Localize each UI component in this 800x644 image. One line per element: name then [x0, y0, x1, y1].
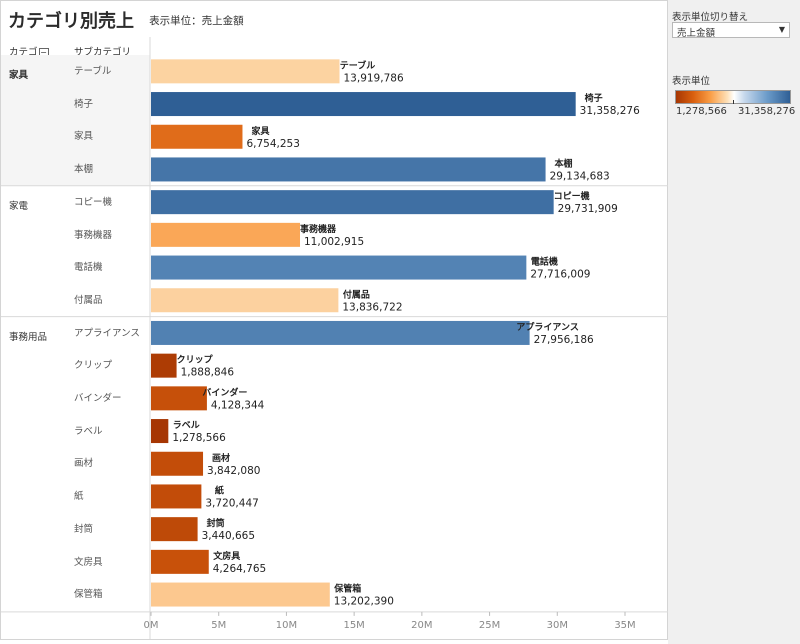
bar [151, 517, 198, 542]
bar-name-label: 椅子 [585, 92, 603, 104]
bar-name-label: 封筒 [207, 517, 225, 529]
bar [151, 419, 169, 444]
bar-value-label: 1,278,566 [172, 432, 226, 444]
chevron-down-icon: ▼ [778, 25, 785, 34]
subcategory-label: 椅子 [74, 98, 94, 110]
x-tick-label: 35M [614, 620, 635, 631]
bar-value-label: 31,358,276 [580, 105, 640, 117]
category-label: 家電 [9, 200, 29, 212]
bar-value-label: 27,956,186 [534, 334, 594, 346]
category-label: 家具 [9, 70, 29, 81]
bar-name-label: クリップ [177, 354, 214, 366]
bar-chart: テーブル13,919,786椅子31,358,276家具6,754,253本棚2… [1, 37, 668, 639]
bar [151, 288, 339, 313]
subcategory-label: 紙 [74, 491, 84, 503]
bar [151, 320, 530, 345]
x-tick-label: 15M [343, 620, 364, 631]
subcategory-label: 保管箱 [74, 589, 103, 601]
subcategory-label: 事務機器 [74, 229, 113, 241]
category-highlight [1, 55, 150, 186]
subcategory-label: 画材 [74, 458, 94, 470]
subcategory-label: アプライアンス [74, 327, 140, 339]
subcategory-label: 封筒 [74, 523, 94, 535]
bar-name-label: 本棚 [555, 157, 573, 169]
x-tick-label: 0M [144, 620, 159, 631]
category-label: 事務用品 [9, 331, 48, 343]
subcategory-label: 本棚 [74, 164, 94, 176]
bar [151, 386, 207, 411]
switch-label: 表示単位切り替え [672, 12, 749, 23]
bar [151, 190, 554, 215]
bar-name-label: 付属品 [343, 288, 370, 300]
bar [151, 484, 202, 509]
bar-name-label: 画材 [212, 452, 230, 464]
chart-title-bar: カテゴリ別売上 表示単位：売上金額 [8, 7, 244, 33]
bar [151, 157, 546, 182]
bar-value-label: 13,836,722 [342, 301, 402, 313]
bar-value-label: 3,720,447 [205, 497, 258, 509]
bar-value-label: 29,731,909 [558, 203, 618, 215]
subcategory-label: クリップ [74, 360, 113, 372]
bar-value-label: 6,754,253 [246, 138, 299, 150]
bar-name-label: 保管箱 [333, 583, 361, 595]
bar-value-label: 4,264,765 [213, 563, 266, 575]
x-tick-label: 20M [411, 620, 432, 631]
chart-panel: カテゴリ別売上 表示単位：売上金額 カテゴ − サブカテゴリ 家具 テーブル 椅子 家具… [0, 0, 668, 640]
side-panel [668, 0, 800, 644]
bar [151, 353, 177, 378]
bar-name-label: ラベル [173, 420, 200, 431]
bar-name-label: バインダー [202, 386, 247, 398]
bar-name-label: 電話機 [531, 256, 558, 268]
bar-name-label: コピー機 [554, 190, 590, 202]
bar-name-label: 家具 [251, 125, 269, 137]
bar-name-label: 文房具 [212, 550, 240, 562]
page-subtitle: 表示単位：売上金額 [149, 14, 244, 27]
bar-name-label: アプライアンス [516, 321, 578, 333]
subcategory-label: テーブル [74, 66, 112, 77]
bar-name-label: 事務機器 [300, 223, 337, 235]
bar [151, 222, 301, 247]
bar [151, 92, 576, 117]
subcategory-label: 家具 [74, 131, 94, 143]
legend-title: 表示単位 [672, 76, 711, 87]
subcategory-label: ラベル [74, 425, 103, 437]
bar [151, 124, 243, 149]
dropdown-value: 売上金額 [677, 28, 716, 39]
subcategory-label: コピー機 [74, 196, 113, 208]
subcategory-header: サブカテゴリ [74, 47, 132, 58]
x-tick-label: 30M [547, 620, 568, 631]
subcategory-label: 文房具 [74, 556, 103, 568]
bar [151, 582, 330, 607]
legend-max-value: 31,358,276 [738, 106, 796, 117]
bar-value-label: 3,842,080 [207, 465, 260, 477]
subcategory-label: 電話機 [74, 262, 103, 274]
subcategory-label: バインダー [74, 393, 122, 404]
legend-min-value: 1,278,566 [676, 106, 727, 117]
x-tick-label: 5M [211, 620, 226, 631]
unit-switch-dropdown[interactable]: 売上金額 ▼ [672, 22, 790, 39]
bar-value-label: 13,919,786 [344, 72, 404, 84]
bar [151, 255, 527, 280]
page-title: カテゴリ別売上 [8, 11, 134, 32]
x-tick-label: 25M [479, 620, 500, 631]
bar-value-label: 3,440,665 [202, 530, 255, 542]
legend-midpoint-marker [733, 100, 734, 104]
bar [151, 59, 340, 84]
bar-name-label: テーブル [340, 59, 375, 71]
bar-value-label: 4,128,344 [211, 399, 265, 411]
bar-value-label: 11,002,915 [304, 236, 364, 248]
bar [151, 549, 209, 574]
x-tick-label: 10M [276, 620, 297, 631]
bar-value-label: 13,202,390 [334, 596, 394, 608]
bar-value-label: 29,134,683 [550, 170, 610, 182]
category-header-label: カテゴ [9, 47, 38, 58]
subcategory-label: 付属品 [74, 294, 103, 306]
bar-value-label: 27,716,009 [530, 269, 590, 281]
bar-name-label: 紙 [215, 484, 224, 496]
bar [151, 451, 204, 476]
bar-value-label: 1,888,846 [181, 367, 235, 379]
